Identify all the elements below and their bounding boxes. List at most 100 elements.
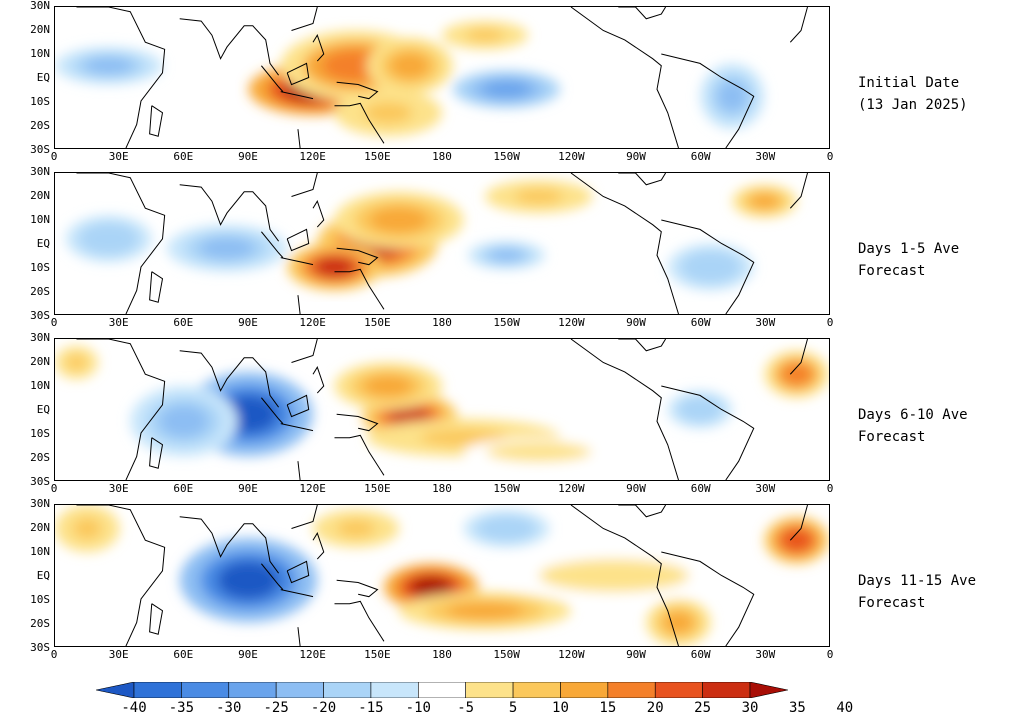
colorbar-segment: [418, 682, 466, 698]
caption-line: (13 Jan 2025): [858, 97, 968, 113]
coastline: [661, 385, 755, 480]
coastline: [76, 339, 166, 480]
anomaly-blob: [504, 445, 573, 459]
colorbar-segment: [749, 682, 788, 698]
colorbar-segment: [228, 682, 277, 698]
coastline: [618, 7, 667, 20]
anomaly-blob: [390, 53, 430, 79]
anomaly-blob: [489, 248, 524, 262]
coastline: [261, 65, 284, 92]
lat-label: 30N: [30, 165, 50, 178]
anomaly-blob: [487, 520, 526, 537]
lon-label: 120W: [558, 648, 585, 661]
coastline: [261, 231, 284, 258]
lon-label: 120E: [299, 150, 326, 163]
coastline: [618, 173, 667, 186]
lat-label: 30N: [30, 0, 50, 12]
lat-label: 20N: [30, 23, 50, 36]
coastline: [334, 102, 385, 144]
lon-label: 30W: [755, 150, 776, 163]
colorbar-label: 15: [599, 700, 617, 716]
lon-label: 60E: [173, 316, 194, 329]
coastline: [261, 397, 284, 424]
caption-line: Forecast: [858, 263, 926, 279]
caption-line: Days 6-10 Ave: [858, 407, 968, 423]
map-area: [54, 338, 830, 481]
coastline: [291, 7, 318, 31]
lat-label: 30S: [30, 143, 50, 156]
lon-label: 150E: [364, 482, 391, 495]
lon-label: 180: [432, 482, 452, 495]
panel-caption: Days 6-10 Ave Forecast: [858, 404, 1023, 448]
anomaly-blob: [72, 517, 102, 540]
map-panel: 30N 20N 10N EQ 10S 20S 30S 0 30E 60E 90E 120…: [10, 166, 850, 336]
coastline: [661, 53, 755, 148]
caption-line: Forecast: [858, 429, 926, 445]
coastline: [312, 366, 325, 394]
coastline: [661, 219, 755, 314]
lat-label: 20S: [30, 119, 50, 132]
lon-label: 30E: [108, 316, 129, 329]
caption-line: Days 1-5 Ave: [858, 241, 960, 257]
lon-label: 30W: [755, 316, 776, 329]
coastline: [334, 434, 385, 476]
lat-label: 30S: [30, 309, 50, 322]
anomaly-blob: [336, 520, 376, 537]
colorbar-label: -5: [457, 700, 475, 716]
colorbar-label: -10: [405, 700, 431, 716]
colorbar-label: -25: [263, 700, 289, 716]
coastline: [76, 7, 166, 148]
lon-label: 90E: [238, 482, 258, 495]
anomaly-blob: [66, 355, 87, 370]
anomaly-blob: [749, 193, 780, 209]
lon-label: 30W: [755, 482, 776, 495]
lat-label: 20N: [30, 355, 50, 368]
lon-label: 60W: [690, 648, 711, 661]
coastline: [76, 505, 166, 646]
lat-label: 30N: [30, 497, 50, 510]
coastline: [291, 505, 318, 529]
lon-label: 60E: [173, 482, 194, 495]
lat-label: 20N: [30, 189, 50, 202]
lon-label: 150W: [493, 316, 520, 329]
coastline: [570, 173, 679, 314]
lon-label: 90W: [626, 316, 646, 329]
map-area: [54, 504, 830, 647]
coastline: [179, 350, 280, 408]
lon-label: 30E: [108, 150, 129, 163]
anomaly-blob: [84, 57, 133, 75]
lon-label: 0: [50, 648, 58, 661]
coastline: [570, 505, 679, 646]
lon-label: 120W: [558, 150, 585, 163]
colorbar: [96, 682, 788, 698]
lon-label: 60W: [690, 150, 711, 163]
colorbar-segment: [512, 682, 561, 698]
colorbar-segment: [323, 682, 372, 698]
anomaly-blob: [217, 561, 280, 600]
coastline: [334, 600, 385, 642]
panel-caption: Days 1-5 Ave Forecast: [858, 238, 1023, 282]
coastline: [789, 505, 808, 541]
anomaly-blob: [565, 564, 663, 587]
coastline: [789, 339, 808, 375]
colorbar-segment: [133, 682, 182, 698]
lat-label: 10N: [30, 213, 50, 226]
caption-line: Initial Date: [858, 75, 960, 91]
lon-label: 60W: [690, 316, 711, 329]
anomaly-blob: [717, 81, 747, 112]
lon-label: 0: [826, 316, 834, 329]
coastline: [179, 184, 280, 242]
anomaly-blob: [199, 237, 255, 259]
coastline: [312, 200, 325, 228]
coastline: [570, 7, 679, 148]
lon-label: 60W: [690, 482, 711, 495]
lon-label: 0: [50, 316, 58, 329]
anomaly-blob: [782, 529, 812, 551]
colorbar-label: -15: [358, 700, 384, 716]
lat-label: 10N: [30, 47, 50, 60]
coastline: [618, 505, 667, 518]
lat-label: EQ: [36, 403, 50, 416]
lon-label: 150E: [364, 150, 391, 163]
lon-label: 0: [826, 648, 834, 661]
colorbar-label: -30: [216, 700, 242, 716]
